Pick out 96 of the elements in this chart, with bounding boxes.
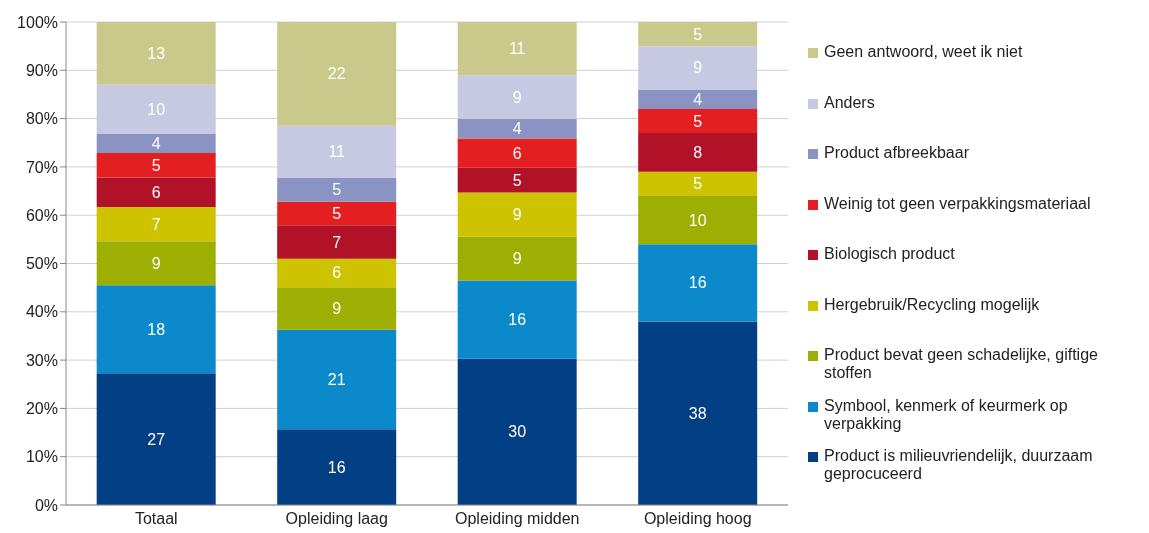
legend-label: Geen antwoord, weet ik niet xyxy=(824,43,1023,62)
legend-label: Product bevat geen schadelijke, giftige stoffen xyxy=(824,346,1099,383)
data-label: 16 xyxy=(508,311,527,329)
data-label: 9 xyxy=(512,88,522,106)
data-label: 10 xyxy=(688,211,707,229)
legend-label: Biologisch product xyxy=(824,245,955,264)
legend-label: Product is milieuvriendelijk, duurzaam geprocuceerd xyxy=(824,447,1094,484)
data-label: 7 xyxy=(151,215,161,233)
bar xyxy=(277,429,397,505)
bar xyxy=(638,133,758,172)
bar xyxy=(277,125,397,179)
x-tick-label: Opleiding laag xyxy=(285,510,388,528)
data-label: 5 xyxy=(332,205,342,223)
data-label: 38 xyxy=(688,404,707,422)
bar xyxy=(457,280,577,359)
legend-label: Hergebruik/Recycling mogelijk xyxy=(824,295,1040,314)
data-label: 18 xyxy=(147,320,166,338)
bar xyxy=(277,225,397,259)
data-label: 5 xyxy=(693,112,703,130)
data-label: 4 xyxy=(512,120,522,138)
bar xyxy=(638,321,758,505)
y-tick-label: 0% xyxy=(34,496,58,514)
data-label: 16 xyxy=(327,458,346,476)
bar xyxy=(96,206,216,242)
y-tick-label: 60% xyxy=(25,206,58,224)
data-label: 6 xyxy=(332,264,342,282)
bar xyxy=(457,358,577,505)
y-tick-label: 50% xyxy=(25,255,58,273)
bar xyxy=(277,258,397,288)
bar xyxy=(457,22,577,76)
bar xyxy=(96,241,216,286)
bar xyxy=(96,22,216,85)
bar xyxy=(457,75,577,120)
legend-label: Symbool, kenmerk of keurmerk op verpakking xyxy=(824,396,1069,433)
bar xyxy=(277,22,397,126)
bar xyxy=(277,287,397,330)
data-label: 9 xyxy=(332,299,342,317)
data-label: 5 xyxy=(693,175,703,193)
data-label: 16 xyxy=(688,274,707,292)
bar xyxy=(457,236,577,281)
data-label: 27 xyxy=(147,430,166,448)
data-label: 8 xyxy=(693,143,703,161)
data-label: 4 xyxy=(693,90,703,108)
legend-label: Product afbreekbaar xyxy=(824,144,969,163)
data-label: 30 xyxy=(508,423,527,441)
data-label: 5 xyxy=(151,156,161,174)
data-label: 11 xyxy=(508,40,526,58)
bar xyxy=(638,22,758,47)
bar xyxy=(277,201,397,226)
y-tick-label: 70% xyxy=(25,158,58,176)
data-label: 22 xyxy=(327,65,346,83)
bar xyxy=(638,171,758,196)
bar xyxy=(457,167,577,193)
bar xyxy=(638,195,758,245)
y-tick-label: 20% xyxy=(25,400,58,418)
bar xyxy=(638,46,758,90)
y-tick-label: 10% xyxy=(25,448,58,466)
data-label: 6 xyxy=(151,183,161,201)
bar xyxy=(457,119,577,139)
x-tick-label: Totaal xyxy=(134,510,178,528)
bar xyxy=(96,285,216,374)
bar xyxy=(457,138,577,168)
bar xyxy=(96,152,216,178)
y-tick-label: 80% xyxy=(25,110,58,128)
y-tick-label: 100% xyxy=(17,13,58,31)
bar xyxy=(96,133,216,153)
data-label: 11 xyxy=(328,143,346,161)
bar xyxy=(638,89,758,109)
x-tick-label: Opleiding hoog xyxy=(643,510,752,528)
legend-label: Anders xyxy=(824,93,875,112)
x-tick-label: Opleiding midden xyxy=(454,510,580,528)
legend-label: Weinig tot geen verpakkingsmateriaal xyxy=(824,194,1091,213)
bar xyxy=(96,373,216,505)
data-label: 21 xyxy=(327,370,346,388)
bar xyxy=(277,178,397,202)
data-label: 13 xyxy=(147,44,166,62)
data-label: 9 xyxy=(512,205,522,223)
bar xyxy=(457,192,577,237)
y-tick-label: 30% xyxy=(25,351,58,369)
bar xyxy=(638,244,758,322)
data-label: 5 xyxy=(332,181,342,199)
data-label: 10 xyxy=(147,100,166,118)
bar xyxy=(96,177,216,207)
data-label: 7 xyxy=(332,233,342,251)
y-tick-label: 90% xyxy=(25,61,58,79)
data-label: 6 xyxy=(512,144,522,162)
bar xyxy=(96,84,216,134)
data-label: 9 xyxy=(693,59,703,77)
bar xyxy=(638,108,758,134)
y-tick-label: 40% xyxy=(25,303,58,321)
data-label: 5 xyxy=(693,25,703,43)
data-label: 5 xyxy=(512,171,522,189)
bar xyxy=(277,329,397,430)
data-label: 4 xyxy=(151,134,161,152)
data-label: 9 xyxy=(512,249,522,267)
data-label: 9 xyxy=(151,254,161,272)
